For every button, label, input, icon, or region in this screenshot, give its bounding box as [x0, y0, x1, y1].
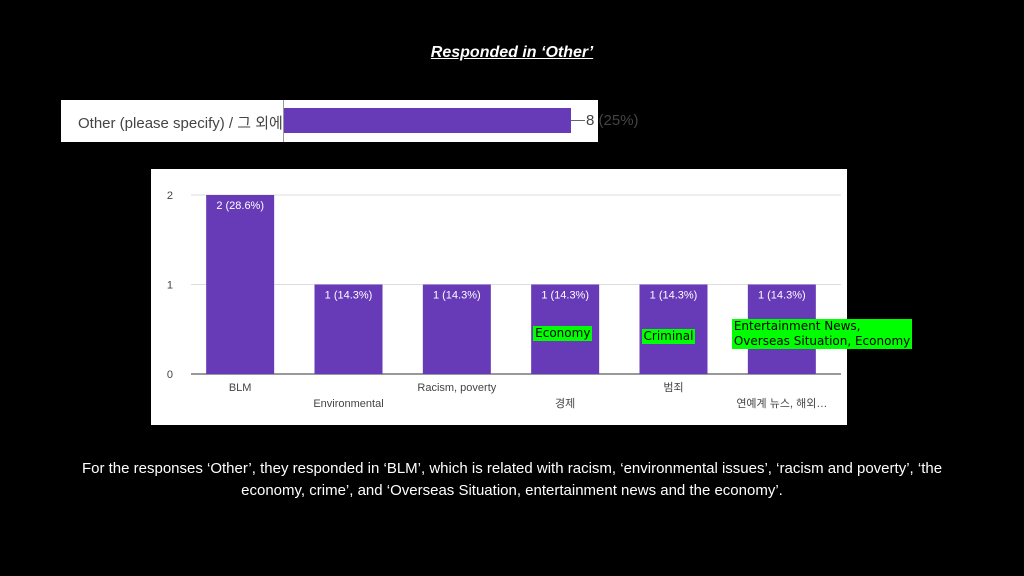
- x-tick-label: BLM: [229, 382, 252, 394]
- bar-0: [206, 195, 275, 374]
- bar-chart-svg: 0 1 2 2 (28.6%) BLM 1 (14.3%) Environmental 1 (…: [167, 190, 841, 410]
- annotation-note: Criminal: [641, 329, 696, 344]
- data-label: 1 (14.3%): [325, 290, 373, 302]
- annotation-note: Economy: [533, 326, 593, 341]
- data-label: 2 (28.6%): [216, 200, 264, 212]
- summary-bar-panel: Other (please specify) / 그 외에 8 (25%): [61, 100, 639, 142]
- x-tick-label: Racism, poverty: [417, 382, 496, 394]
- data-label: 1 (14.3%): [758, 290, 806, 302]
- annotation-note: Entertainment News, Overseas Situation, E…: [731, 319, 913, 349]
- x-tick-label: 연예계 뉴스, 해외…: [736, 396, 827, 410]
- x-tick-label: 경제: [555, 397, 575, 410]
- summary-bar-axis: [283, 100, 284, 142]
- summary-bar-label: Other (please specify) / 그 외에: [78, 115, 283, 132]
- slide-title: Responded in ‘Other’: [430, 44, 594, 61]
- bar-1: [314, 284, 383, 374]
- slide-caption: For the responses ‘Other’, they responde…: [81, 460, 943, 499]
- data-label: 1 (14.3%): [433, 290, 481, 302]
- bar-2: [422, 284, 491, 374]
- data-label: 1 (14.3%): [650, 290, 698, 302]
- x-tick-label: Environmental: [313, 398, 383, 410]
- summary-bar-leader-line: [571, 120, 585, 121]
- x-tick-label: 범죄: [663, 381, 683, 394]
- other-responses-chart: 0 1 2 2 (28.6%) BLM 1 (14.3%) Environmental 1 (…: [151, 169, 913, 425]
- y-tick-label: 2: [167, 190, 173, 202]
- summary-bar-value: 8 (25%): [586, 112, 639, 129]
- y-tick-label: 1: [167, 280, 173, 292]
- summary-bar: [284, 108, 571, 133]
- y-tick-label: 0: [167, 369, 173, 381]
- data-label: 1 (14.3%): [541, 290, 589, 302]
